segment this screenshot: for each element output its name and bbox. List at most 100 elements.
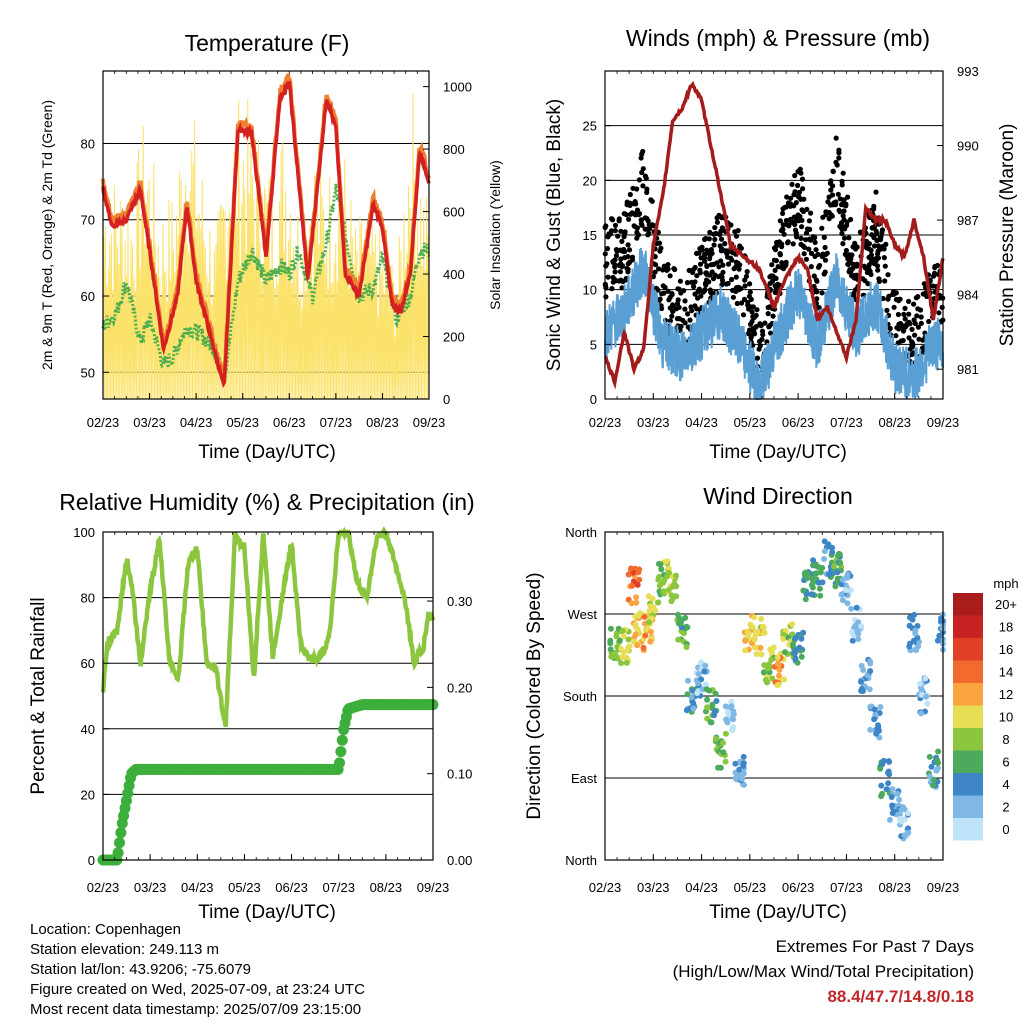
gust-point — [930, 273, 937, 279]
y-tick-label: West — [568, 607, 598, 622]
direction-point — [640, 644, 647, 651]
colorbar-swatch — [953, 683, 983, 706]
gust-point — [626, 216, 632, 222]
direction-point — [715, 764, 722, 771]
direction-point — [929, 782, 936, 789]
direction-point — [738, 775, 745, 782]
gust-point — [688, 304, 694, 310]
gust-point — [854, 272, 860, 278]
gust-point — [677, 278, 684, 284]
direction-point — [792, 635, 799, 642]
gust-point — [731, 266, 737, 272]
gust-point — [885, 296, 891, 302]
direction-point — [634, 642, 641, 649]
gust-point — [906, 298, 912, 304]
gust-point — [912, 320, 918, 327]
direction-point — [685, 677, 691, 684]
gust-point — [696, 286, 703, 292]
direction-point — [809, 584, 816, 591]
gust-point — [795, 182, 801, 189]
direction-point — [844, 600, 851, 607]
gust-point — [703, 235, 709, 242]
gust-point — [702, 255, 708, 261]
direction-point — [668, 592, 675, 599]
direction-point — [709, 701, 716, 708]
direction-point — [722, 730, 729, 737]
gust-point — [616, 278, 622, 284]
direction-point — [712, 708, 718, 715]
gust-point — [757, 338, 763, 344]
direction-point — [658, 566, 665, 573]
x-tick-label: 06/23 — [273, 415, 306, 430]
gust-point — [777, 252, 784, 258]
colorbar-swatch — [953, 728, 983, 751]
direction-point — [728, 698, 735, 705]
colorbar-label: 8 — [1002, 732, 1009, 747]
y-tick-label: 20 — [583, 173, 597, 188]
gust-point — [618, 256, 624, 262]
gust-point — [629, 254, 636, 260]
gust-point — [893, 333, 899, 339]
direction-point — [633, 594, 640, 601]
direction-point — [877, 704, 884, 710]
direction-point — [749, 624, 756, 631]
y-tick-label: North — [565, 853, 597, 868]
gust-point — [625, 266, 631, 272]
direction-point — [740, 770, 747, 777]
gust-point — [665, 266, 671, 272]
direction-point — [632, 631, 639, 638]
gust-point — [658, 303, 664, 309]
gust-point — [684, 280, 691, 286]
gust-point — [634, 186, 640, 192]
extremes-subtitle: (High/Low/Max Wind/Total Precipitation) — [672, 962, 974, 981]
direction-point — [720, 749, 727, 756]
gust-point — [747, 321, 754, 327]
gust-point — [857, 229, 864, 235]
direction-point — [628, 600, 635, 607]
gust-point — [730, 287, 736, 293]
gust-point — [842, 226, 848, 232]
gust-point — [843, 203, 849, 209]
direction-point — [831, 563, 837, 570]
y-axis-label: Sonic Wind & Gust (Blue, Black) — [544, 99, 565, 371]
gust-point — [649, 222, 655, 228]
direction-point — [926, 773, 933, 780]
direction-point — [812, 570, 819, 577]
direction-point — [635, 569, 642, 576]
y2-axis-label: Solar Insolation (Yellow) — [487, 160, 503, 310]
gust-point — [697, 267, 703, 273]
direction-point — [935, 748, 942, 755]
gust-point — [697, 246, 703, 252]
gust-point — [799, 224, 805, 230]
gust-point — [911, 301, 917, 307]
gust-point — [748, 334, 754, 340]
direction-point — [633, 599, 640, 606]
gust-point — [868, 252, 875, 258]
gust-point — [934, 262, 941, 269]
direction-point — [761, 629, 768, 636]
x-tick-label: 05/23 — [734, 880, 767, 895]
gust-point — [824, 250, 830, 256]
gust-point — [836, 207, 842, 213]
gust-point — [750, 326, 756, 332]
gust-point — [832, 202, 839, 208]
direction-point — [912, 630, 919, 637]
plot-area-2 — [97, 526, 439, 866]
gust-point — [636, 212, 642, 218]
gust-point — [638, 221, 645, 227]
direction-point — [839, 597, 846, 604]
y2-tick-label: 0.20 — [447, 680, 472, 695]
gust-point — [769, 278, 776, 284]
direction-point — [776, 666, 783, 673]
x-axis-label: Time (Day/UTC) — [198, 902, 336, 923]
direction-point — [620, 633, 627, 640]
y2-tick-label: 993 — [957, 64, 979, 79]
gust-point — [833, 135, 839, 141]
gust-point — [652, 269, 658, 275]
direction-point — [867, 658, 874, 665]
direction-point — [607, 646, 614, 653]
direction-point — [886, 816, 893, 823]
gust-point — [620, 278, 626, 285]
direction-point — [620, 649, 627, 656]
gust-point — [777, 218, 783, 224]
